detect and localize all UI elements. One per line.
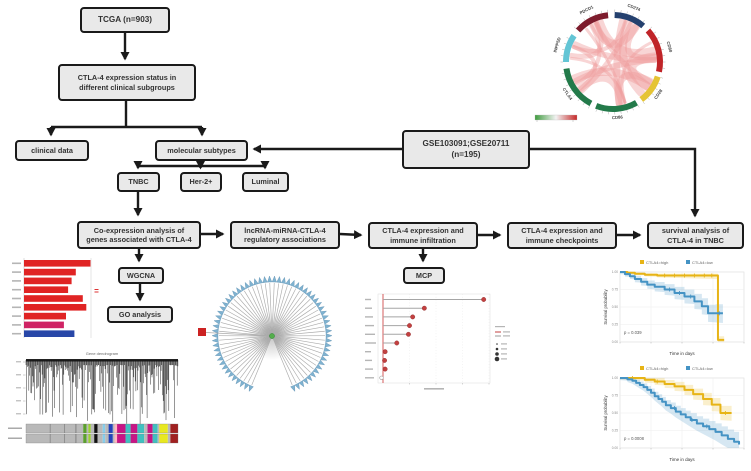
svg-text:PDCD1: PDCD1: [579, 4, 595, 15]
flow-node-wgcna: WGCNA: [118, 267, 164, 284]
km-plot-1: 1.00 0.75 0.50 0.25 0.00 CTLA4=high CTLA4=low p…: [603, 260, 745, 356]
flow-node-molecular-subtypes: molecular subtypes: [155, 140, 248, 161]
flow-node-luminal: Luminal: [242, 172, 289, 192]
flow-node-her2: Her-2+: [180, 172, 222, 192]
svg-text:Time in days: Time in days: [669, 351, 695, 356]
flow-node-tcga: TCGA (n=903): [80, 7, 170, 33]
svg-text:0.25: 0.25: [612, 323, 618, 327]
mcp-lollipop-chart: [365, 293, 510, 390]
flow-node-ctla4-status: CTLA-4 expression status in different cl…: [58, 64, 196, 101]
flow-node-tnbc: TNBC: [117, 172, 160, 192]
svg-text:p = 0.039: p = 0.039: [624, 330, 642, 335]
svg-text:CD274: CD274: [627, 3, 642, 13]
svg-text:0.50: 0.50: [612, 305, 618, 309]
flow-node-clinical-data: clinical data: [15, 140, 89, 161]
svg-text:0.00: 0.00: [612, 340, 618, 344]
svg-text:CD86: CD86: [612, 114, 624, 120]
svg-text:0.50: 0.50: [612, 411, 618, 415]
flow-node-coexpression: Co-expression analysis of genes associat…: [77, 221, 201, 249]
svg-text:Gene dendrogram: Gene dendrogram: [86, 351, 119, 356]
go-bar-chart: [12, 258, 99, 338]
km-plot-2: 1.00 0.75 0.50 0.25 0.00 CTLA4=high CTLA4=low p…: [603, 366, 745, 462]
svg-text:CTLA4=high: CTLA4=high: [646, 260, 668, 265]
svg-text:INPP5D: INPP5D: [552, 37, 561, 53]
svg-text:CTLA4=low: CTLA4=low: [692, 260, 713, 265]
mirna-network-plot: [198, 275, 333, 392]
wgcna-dendrogram: Gene dendrogram: [8, 351, 179, 444]
svg-text:Survival probability: Survival probability: [603, 395, 608, 431]
svg-text:0.75: 0.75: [612, 288, 618, 292]
flow-node-immune-checkpoints: CTLA-4 expression and immune checkpoints: [507, 222, 617, 249]
svg-text:0.25: 0.25: [612, 429, 618, 433]
flow-node-go-analysis: GO analysis: [107, 306, 173, 323]
svg-text:1.00: 1.00: [612, 376, 618, 380]
flow-node-mcp: MCP: [403, 267, 445, 284]
svg-text:CTLA4=high: CTLA4=high: [646, 366, 668, 371]
svg-text:CTLA4=low: CTLA4=low: [692, 366, 713, 371]
flow-node-immune-infiltration: CTLA-4 expression and immune infiltratio…: [368, 222, 478, 249]
flow-node-gse-datasets: GSE103091;GSE20711 (n=195): [402, 130, 530, 169]
flow-node-survival-analysis: survival analysis of CTLA-4 in TNBC: [647, 222, 744, 249]
svg-text:Time in days: Time in days: [669, 457, 695, 462]
svg-text:p = 0.0008: p = 0.0008: [624, 436, 645, 441]
svg-text:CD80: CD80: [666, 41, 674, 53]
svg-text:0.75: 0.75: [612, 394, 618, 398]
svg-text:0.00: 0.00: [612, 446, 618, 450]
svg-text:1.00: 1.00: [612, 270, 618, 274]
svg-text:CD28: CD28: [653, 88, 664, 100]
flow-node-lncrna-mirna: lncRNA-miRNA-CTLA-4 regulatory associati…: [230, 221, 340, 249]
svg-text:Survival probability: Survival probability: [603, 289, 608, 325]
